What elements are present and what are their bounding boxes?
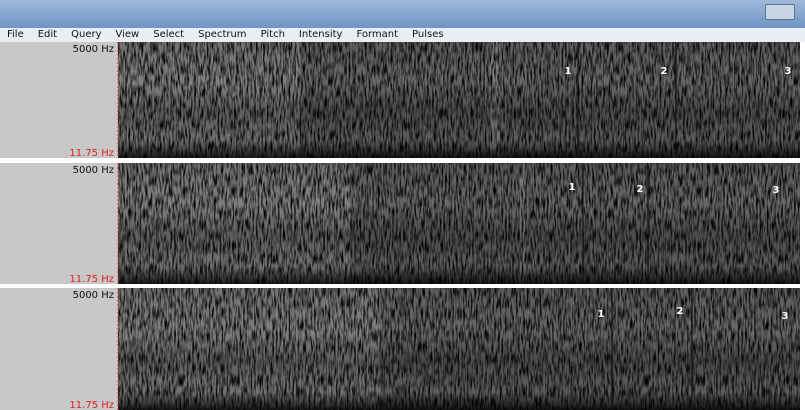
freq-bottom-label: 11.75 Hz [69, 274, 114, 285]
freq-bottom-label: 11.75 Hz [69, 400, 114, 410]
dark-region [300, 42, 490, 158]
segment-marker: 1 [598, 309, 605, 320]
dark-region [530, 288, 800, 410]
segment-marker: 1 [565, 66, 572, 77]
dark-region [500, 42, 800, 158]
menu-item[interactable]: Pulses [412, 29, 444, 40]
freq-top-label: 5000 Hz [73, 165, 114, 176]
axis-strip [0, 163, 118, 284]
freq-top-label: 5000 Hz [73, 290, 114, 301]
axis-strip [0, 288, 118, 410]
segment-marker: 3 [785, 66, 792, 77]
segment-marker: 3 [773, 185, 780, 196]
dark-region [525, 163, 800, 284]
menu-item[interactable]: File [7, 29, 24, 40]
segment-marker: 2 [661, 66, 668, 77]
menu-item[interactable]: Query [71, 29, 102, 40]
menu-item[interactable]: View [115, 29, 140, 40]
menu-item[interactable]: Formant [356, 29, 399, 40]
separator [0, 284, 805, 288]
menu-item[interactable]: Select [153, 29, 185, 40]
freq-bottom-label: 11.75 Hz [69, 148, 114, 159]
spectrogram-shade [118, 288, 800, 410]
segment-marker: 2 [677, 306, 684, 317]
spectrograms: 5000 Hz 11.75 Hz 1 2 3 5000 Hz 11.75 Hz 1 2 3 5000… [0, 42, 805, 410]
menu-item[interactable]: Pitch [260, 29, 285, 40]
close-button[interactable] [765, 4, 795, 20]
dark-region [350, 163, 520, 284]
segment-marker: 2 [637, 184, 644, 195]
spectrogram-shade [118, 163, 800, 284]
menu-item[interactable]: Spectrum [198, 29, 247, 40]
freq-top-label: 5000 Hz [73, 44, 114, 55]
menu-item[interactable]: Intensity [298, 29, 343, 40]
menu-bar: File Edit Query View Select Spectrum Pitch Inte… [0, 28, 805, 42]
title-bar [0, 0, 805, 28]
menu-item[interactable]: Edit [37, 29, 58, 40]
axis-strip [0, 42, 118, 158]
separator [0, 158, 805, 163]
spectrogram-shade [118, 42, 800, 158]
segment-marker: 1 [569, 182, 576, 193]
dark-region [380, 288, 530, 410]
segment-marker: 3 [782, 311, 789, 322]
